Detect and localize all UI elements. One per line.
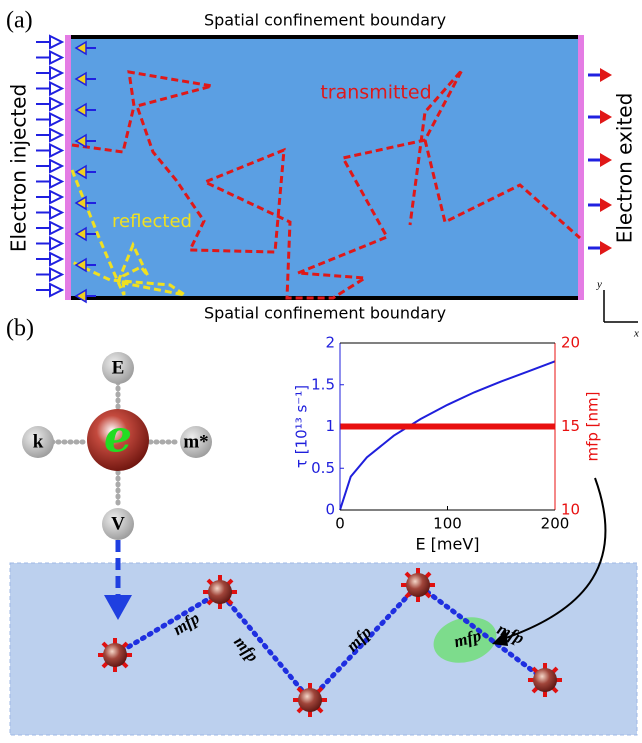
inject-head bbox=[50, 129, 62, 141]
inject-head bbox=[50, 191, 62, 203]
coordinate-axes: y x bbox=[596, 279, 639, 340]
y-tick-label: 0 bbox=[325, 501, 335, 519]
x-tick-label: 100 bbox=[433, 515, 462, 533]
y-axis-label: τ [10¹³ s⁻¹] bbox=[293, 385, 311, 468]
scatterer bbox=[533, 668, 557, 692]
inject-head bbox=[50, 253, 62, 265]
confinement-region bbox=[70, 37, 580, 298]
y2-axis-label: mfp [nm] bbox=[584, 391, 602, 461]
x-tick-label: 200 bbox=[541, 515, 570, 533]
y-tick-label: 2 bbox=[325, 334, 335, 352]
inject-head bbox=[50, 284, 62, 296]
inject-head bbox=[50, 176, 62, 188]
inject-head bbox=[50, 222, 62, 234]
scatterer bbox=[103, 643, 127, 667]
exit-head bbox=[600, 68, 612, 82]
transmitted-label: transmitted bbox=[320, 82, 431, 104]
y-tick-label: 0.5 bbox=[311, 459, 335, 477]
node-label: E bbox=[112, 357, 125, 378]
inject-head bbox=[50, 36, 62, 48]
inject-head bbox=[50, 269, 62, 281]
exit-contact bbox=[578, 35, 584, 300]
y-tick-label: 1.5 bbox=[311, 375, 335, 393]
injection-contact bbox=[65, 35, 71, 300]
boundary-label: Spatial confinement boundary bbox=[204, 11, 446, 30]
axis-letter: x bbox=[633, 328, 639, 340]
scatterer bbox=[406, 573, 430, 597]
side-label: Electron exited bbox=[613, 93, 637, 244]
exit-head bbox=[600, 110, 612, 124]
inject-head bbox=[50, 52, 62, 64]
inject-head bbox=[50, 67, 62, 79]
panel-label: (b) bbox=[6, 316, 34, 342]
y2-tick-label: 20 bbox=[561, 334, 580, 352]
inject-head bbox=[50, 114, 62, 126]
axis-letter: y bbox=[596, 279, 602, 291]
y2-tick-label: 15 bbox=[561, 417, 580, 435]
inject-head bbox=[50, 207, 62, 219]
exit-head bbox=[600, 198, 612, 212]
exit-head bbox=[600, 241, 612, 255]
electron-symbol: e bbox=[104, 412, 132, 463]
node-label: m* bbox=[183, 431, 208, 452]
inject-head bbox=[50, 98, 62, 110]
y-tick-label: 1 bbox=[325, 417, 335, 435]
exit-head bbox=[600, 153, 612, 167]
boundary-label: Spatial confinement boundary bbox=[204, 304, 446, 323]
x-tick-label: 0 bbox=[335, 515, 345, 533]
inject-head bbox=[50, 83, 62, 95]
node-label: k bbox=[33, 431, 44, 452]
scatterer bbox=[298, 688, 322, 712]
reflected-label: reflected bbox=[112, 211, 192, 232]
node-label: V bbox=[111, 513, 125, 534]
x-axis-label: E [meV] bbox=[415, 535, 479, 554]
inject-head bbox=[50, 160, 62, 172]
side-label: Electron injected bbox=[7, 84, 31, 252]
inject-head bbox=[50, 145, 62, 157]
figure: (a) Spatial confinement boundary transmi… bbox=[0, 0, 642, 743]
lattice-region bbox=[10, 563, 637, 735]
inject-head bbox=[50, 238, 62, 250]
panel-label: (a) bbox=[6, 8, 33, 34]
scatterer bbox=[208, 580, 232, 604]
